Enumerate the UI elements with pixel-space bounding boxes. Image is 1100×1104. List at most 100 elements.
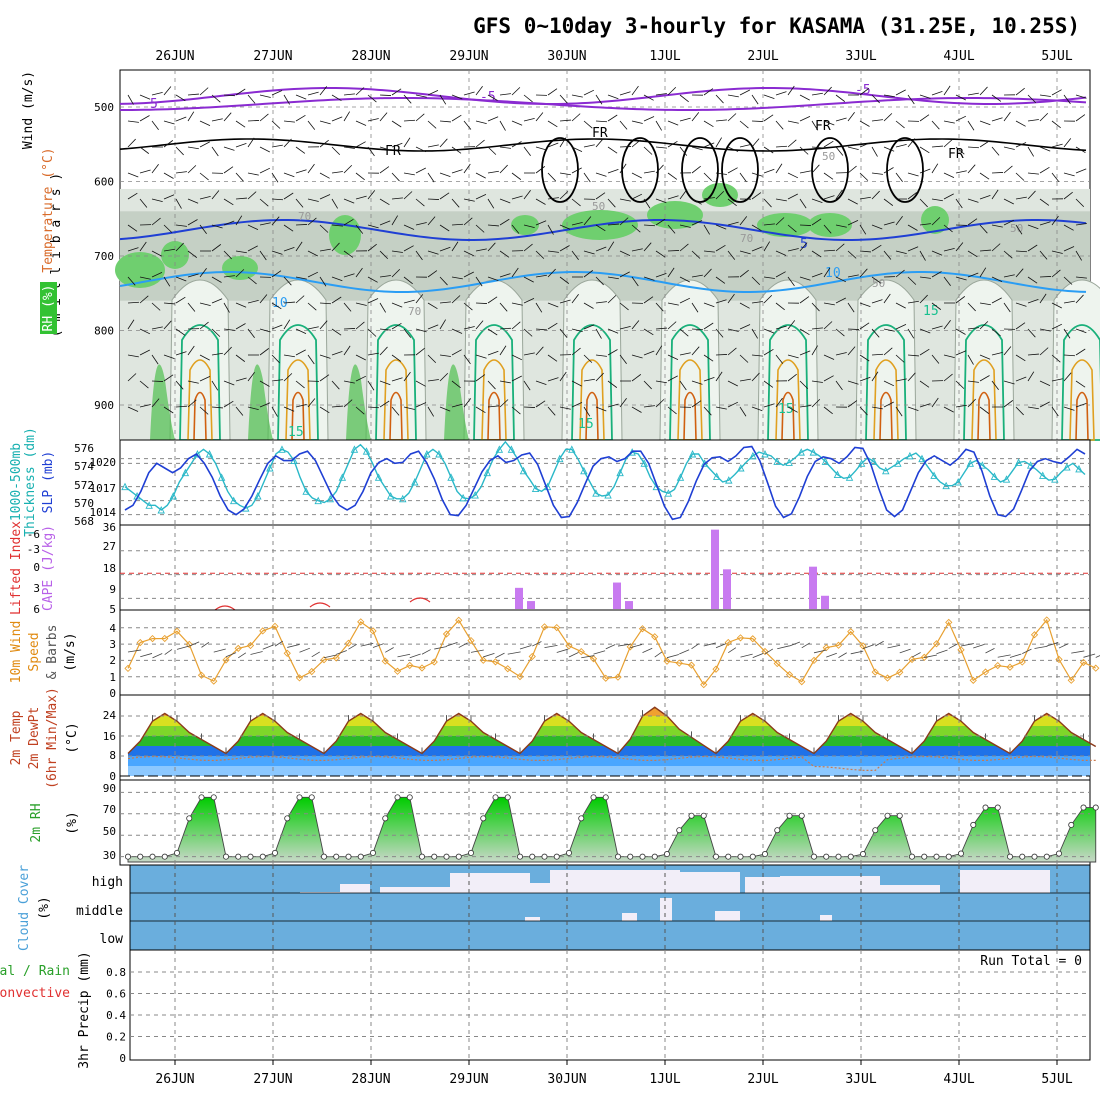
cloud-level-low: low — [100, 932, 124, 947]
rh-marker — [799, 813, 804, 818]
cloud-high-fill — [530, 883, 550, 893]
precip-label-total: Total / Rain — [0, 964, 70, 979]
rh-marker — [260, 854, 265, 859]
li-tick-label: 6 — [33, 603, 40, 616]
li-tick-label: -6 — [27, 528, 40, 541]
rh-marker — [713, 854, 718, 859]
top-date-label: 1JUL — [649, 49, 680, 64]
rh-marker — [811, 854, 816, 859]
rh-marker — [1056, 851, 1061, 856]
temp-band — [120, 756, 1090, 766]
contour-label: 10 — [825, 266, 841, 281]
contour-label: 50 — [822, 150, 835, 163]
rh-moist-patch — [647, 201, 703, 229]
contour-label: 5 — [150, 97, 158, 112]
cloud-mid-fill — [715, 911, 740, 921]
rh-marker — [579, 816, 584, 821]
cloud-level-middle: middle — [76, 904, 123, 919]
cape-bar — [723, 569, 731, 609]
thickness-label-2: Thickness (dm) — [23, 427, 38, 537]
cape-frame — [120, 525, 1090, 610]
precip-label-convective: Convective — [0, 986, 70, 1001]
rh-marker — [1093, 805, 1098, 810]
rh-marker — [1032, 854, 1037, 859]
rh-marker — [946, 854, 951, 859]
temp-unit: (°C) — [65, 722, 80, 753]
rh-marker — [934, 854, 939, 859]
rh-marker — [223, 854, 228, 859]
precip-frame — [130, 950, 1090, 1060]
cape-bar — [711, 530, 719, 609]
rh-marker — [885, 813, 890, 818]
temp-label-3: (6hr Min/Max) — [45, 687, 60, 789]
cape-tick-label: 5 — [109, 603, 116, 616]
cloud-high-fill — [680, 872, 740, 893]
top-date-label: 2JUL — [747, 49, 778, 64]
top-date-label: 4JUL — [943, 49, 974, 64]
rh-marker — [995, 805, 1000, 810]
li-label: Lifted Index — [9, 521, 24, 615]
temp-label-2: 2m DewPt — [27, 707, 42, 770]
contour-label: 50 — [592, 200, 605, 213]
rh-marker — [554, 854, 559, 859]
temp-tick-label: 16 — [103, 730, 116, 743]
slp-label: SLP (mb) — [41, 451, 56, 514]
bottom-date-label: 26JUN — [155, 1072, 194, 1087]
rh-marker — [199, 795, 204, 800]
cloud-level-high: high — [92, 875, 123, 890]
rh-marker — [444, 854, 449, 859]
rh-marker — [125, 854, 130, 859]
rh-marker — [1020, 854, 1025, 859]
rh-marker — [775, 828, 780, 833]
bottom-date-label: 27JUN — [253, 1072, 292, 1087]
temp-tick-label: 8 — [109, 749, 116, 762]
rh-marker — [591, 795, 596, 800]
bottom-date-label: 30JUN — [547, 1072, 586, 1087]
temp-tick-label: 24 — [103, 709, 117, 722]
pressure-tick-label: 600 — [94, 176, 114, 189]
rh-marker — [628, 854, 633, 859]
rh-marker — [615, 854, 620, 859]
pressure-tick-label: 500 — [94, 101, 114, 114]
precip-panel: 0.80.60.40.20 Run Total = 0 Total / Rain… — [0, 950, 1090, 1069]
cloud-high-fill — [340, 884, 370, 893]
rh-marker — [860, 851, 865, 856]
cloud-mid-fill — [820, 915, 832, 921]
wind10-label-3: & Barbs — [45, 625, 60, 680]
wind-tick-label: 2 — [109, 654, 116, 667]
cape-tick-label: 27 — [103, 540, 116, 553]
rh-marker — [162, 854, 167, 859]
rh-marker — [983, 805, 988, 810]
slp-tick-label: 1017 — [90, 482, 117, 495]
rh-marker — [787, 813, 792, 818]
bottom-date-label: 1JUL — [649, 1072, 680, 1087]
bottom-date-label: 5JUL — [1041, 1072, 1072, 1087]
contour-label: FR — [948, 147, 964, 162]
cloud-high-fill — [450, 873, 530, 893]
rh-marker — [346, 854, 351, 859]
rh-marker — [909, 854, 914, 859]
rh-marker — [1007, 854, 1012, 859]
contour-label: 70 — [298, 210, 311, 223]
rh-marker — [505, 795, 510, 800]
rh-marker — [726, 854, 731, 859]
rh-marker — [493, 795, 498, 800]
cloud-panel: Cloud Cover (%) high middle low — [17, 865, 1090, 951]
wind-tick-label: 4 — [109, 622, 116, 635]
rh-marker — [248, 854, 253, 859]
rh-marker — [701, 813, 706, 818]
bottom-date-label: 3JUL — [845, 1072, 876, 1087]
thickness-tick-label: 576 — [74, 442, 94, 455]
rh-marker — [211, 795, 216, 800]
rh-marker — [738, 854, 743, 859]
rh-marker — [407, 795, 412, 800]
rh2m-label: 2m RH — [29, 803, 44, 842]
contour-label: FR — [815, 119, 831, 134]
cape-label: CAPE (J/kg) — [41, 525, 56, 611]
upper-wind-label: Wind (m/s) — [21, 71, 36, 149]
slp-tick-label: 1020 — [90, 456, 117, 469]
